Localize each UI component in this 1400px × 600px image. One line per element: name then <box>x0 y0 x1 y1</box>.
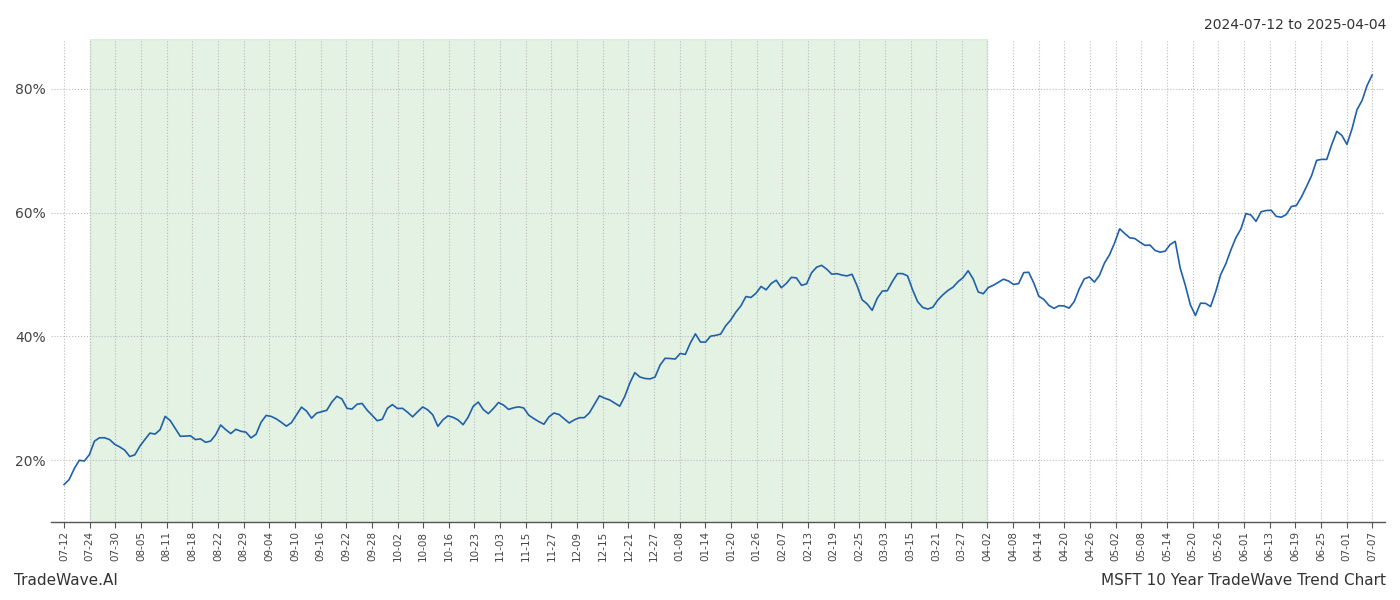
Text: TradeWave.AI: TradeWave.AI <box>14 573 118 588</box>
Text: MSFT 10 Year TradeWave Trend Chart: MSFT 10 Year TradeWave Trend Chart <box>1100 573 1386 588</box>
Bar <box>90 39 987 523</box>
Text: 2024-07-12 to 2025-04-04: 2024-07-12 to 2025-04-04 <box>1204 18 1386 32</box>
